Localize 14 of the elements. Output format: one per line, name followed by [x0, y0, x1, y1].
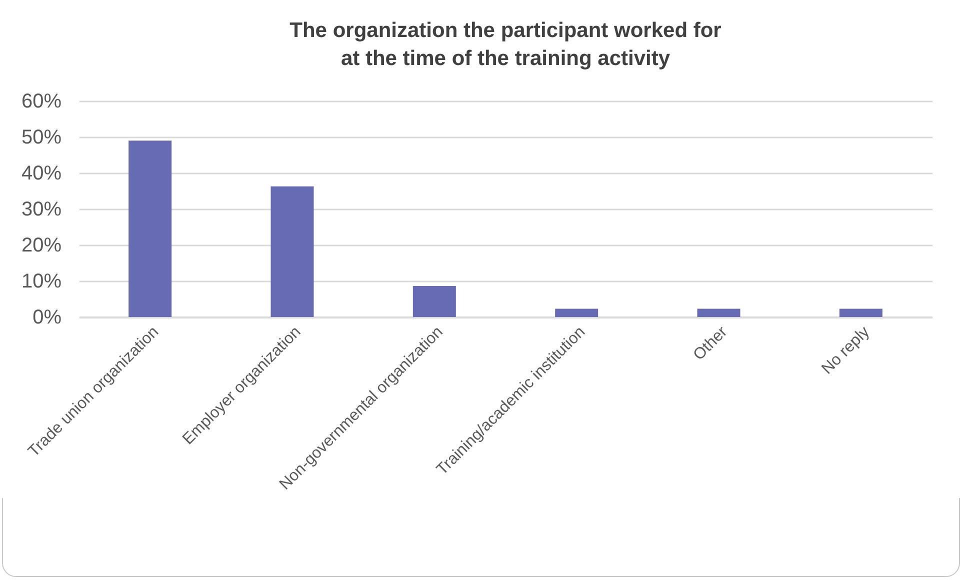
- y-tick-label: 50%: [21, 126, 62, 148]
- y-tick-label: 40%: [21, 162, 62, 184]
- bar: [270, 186, 314, 317]
- chart-title: The organization the participant worked for at the time of the training activity: [290, 19, 722, 70]
- y-tick-label: 60%: [21, 90, 62, 112]
- bar: [412, 286, 456, 317]
- bar: [697, 308, 740, 317]
- bar: [555, 308, 598, 317]
- y-tick-label: 30%: [21, 198, 62, 220]
- bar: [839, 308, 882, 317]
- bar: [128, 140, 172, 317]
- y-tick-label: 0%: [32, 306, 62, 328]
- y-tick-label: 20%: [21, 234, 62, 256]
- y-tick-label: 10%: [21, 270, 62, 292]
